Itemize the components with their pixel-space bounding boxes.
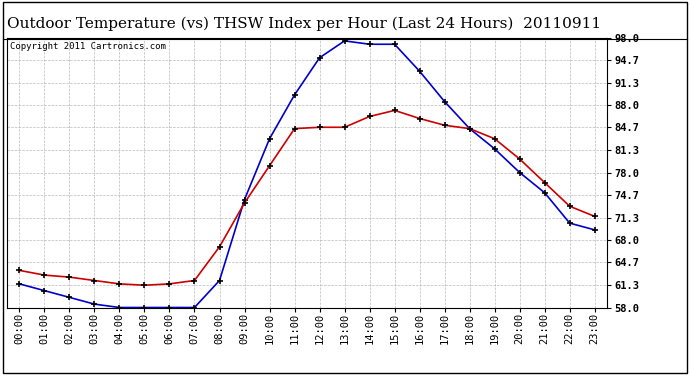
Text: Outdoor Temperature (vs) THSW Index per Hour (Last 24 Hours)  20110911: Outdoor Temperature (vs) THSW Index per … [6,17,601,31]
Text: Copyright 2011 Cartronics.com: Copyright 2011 Cartronics.com [10,42,166,51]
